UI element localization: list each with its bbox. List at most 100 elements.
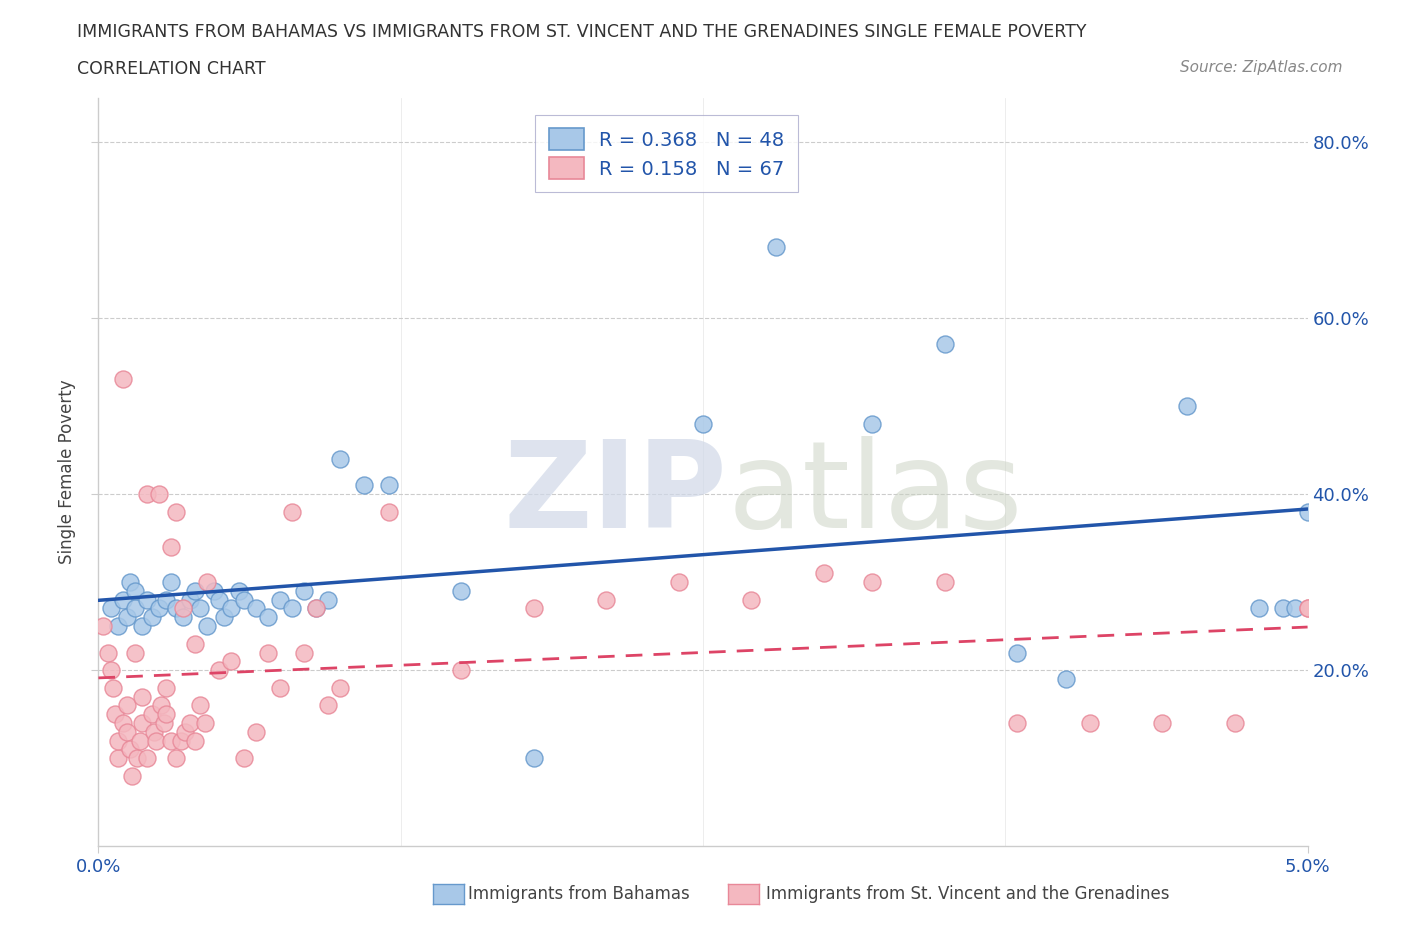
Point [1296, 601, 1319, 616]
Point [141, 707, 163, 722]
Point [281, 504, 304, 519]
Text: atlas: atlas [727, 436, 1022, 553]
Point [111, 715, 134, 730]
Point [316, 592, 339, 607]
Legend: R = 0.368   N = 48, R = 0.158   N = 67: R = 0.368 N = 48, R = 0.158 N = 67 [536, 115, 799, 193]
Point [765, 240, 787, 255]
Point [1272, 601, 1295, 616]
Point [160, 539, 183, 554]
Point [595, 592, 617, 607]
Point [269, 681, 291, 696]
Point [1054, 671, 1077, 686]
Point [269, 592, 291, 607]
Point [450, 583, 472, 598]
Text: Immigrants from St. Vincent and the Grenadines: Immigrants from St. Vincent and the Gren… [766, 884, 1170, 903]
Point [174, 724, 197, 739]
Point [145, 733, 167, 748]
Point [668, 575, 690, 590]
Point [141, 610, 163, 625]
Point [143, 724, 166, 739]
Point [208, 663, 231, 678]
Point [305, 601, 328, 616]
Point [160, 733, 183, 748]
Point [184, 583, 207, 598]
Point [150, 698, 173, 712]
Point [232, 751, 254, 765]
Point [127, 751, 149, 765]
Point [124, 601, 146, 616]
Point [165, 601, 187, 616]
Point [101, 681, 124, 696]
Point [1249, 601, 1271, 616]
Text: CORRELATION CHART: CORRELATION CHART [77, 60, 266, 78]
Point [1284, 601, 1306, 616]
Text: Immigrants from Bahamas: Immigrants from Bahamas [468, 884, 690, 903]
Point [148, 486, 170, 501]
Point [97, 645, 120, 660]
Point [245, 601, 267, 616]
Point [188, 601, 211, 616]
Point [353, 478, 375, 493]
Point [135, 592, 157, 607]
Point [195, 618, 218, 633]
Point [1078, 715, 1101, 730]
Point [305, 601, 328, 616]
Point [194, 715, 217, 730]
Point [232, 592, 254, 607]
Point [245, 724, 267, 739]
Point [523, 751, 546, 765]
Point [124, 583, 146, 598]
Point [131, 715, 153, 730]
Text: Source: ZipAtlas.com: Source: ZipAtlas.com [1180, 60, 1343, 75]
Point [1007, 715, 1029, 730]
Point [292, 645, 315, 660]
Point [221, 601, 243, 616]
Point [124, 645, 146, 660]
Point [208, 592, 231, 607]
Point [450, 663, 472, 678]
Point [740, 592, 762, 607]
Point [860, 416, 883, 431]
Point [100, 663, 122, 678]
Point [111, 592, 134, 607]
Point [169, 733, 191, 748]
Point [179, 592, 201, 607]
Point [212, 610, 235, 625]
Point [91, 618, 114, 633]
Point [135, 486, 157, 501]
Point [188, 698, 211, 712]
Point [281, 601, 304, 616]
Point [179, 715, 201, 730]
Point [128, 733, 150, 748]
Point [184, 733, 207, 748]
Point [523, 601, 546, 616]
Point [256, 610, 278, 625]
Point [860, 575, 883, 590]
Point [329, 451, 352, 466]
Point [184, 636, 207, 651]
Point [118, 742, 141, 757]
Point [107, 618, 129, 633]
Point [316, 698, 339, 712]
Point [172, 601, 194, 616]
Point [692, 416, 714, 431]
Point [131, 689, 153, 704]
Text: IMMIGRANTS FROM BAHAMAS VS IMMIGRANTS FROM ST. VINCENT AND THE GRENADINES SINGLE: IMMIGRANTS FROM BAHAMAS VS IMMIGRANTS FR… [77, 23, 1087, 41]
Point [148, 601, 170, 616]
Point [165, 751, 187, 765]
Point [107, 751, 129, 765]
Point [329, 681, 352, 696]
Point [165, 504, 187, 519]
Point [155, 681, 177, 696]
Point [195, 575, 218, 590]
Point [172, 610, 194, 625]
Y-axis label: Single Female Poverty: Single Female Poverty [58, 379, 76, 565]
Point [1152, 715, 1174, 730]
Point [1296, 601, 1319, 616]
Point [256, 645, 278, 660]
Point [135, 751, 157, 765]
Point [131, 618, 153, 633]
Point [377, 478, 399, 493]
Point [228, 583, 250, 598]
Point [104, 707, 127, 722]
